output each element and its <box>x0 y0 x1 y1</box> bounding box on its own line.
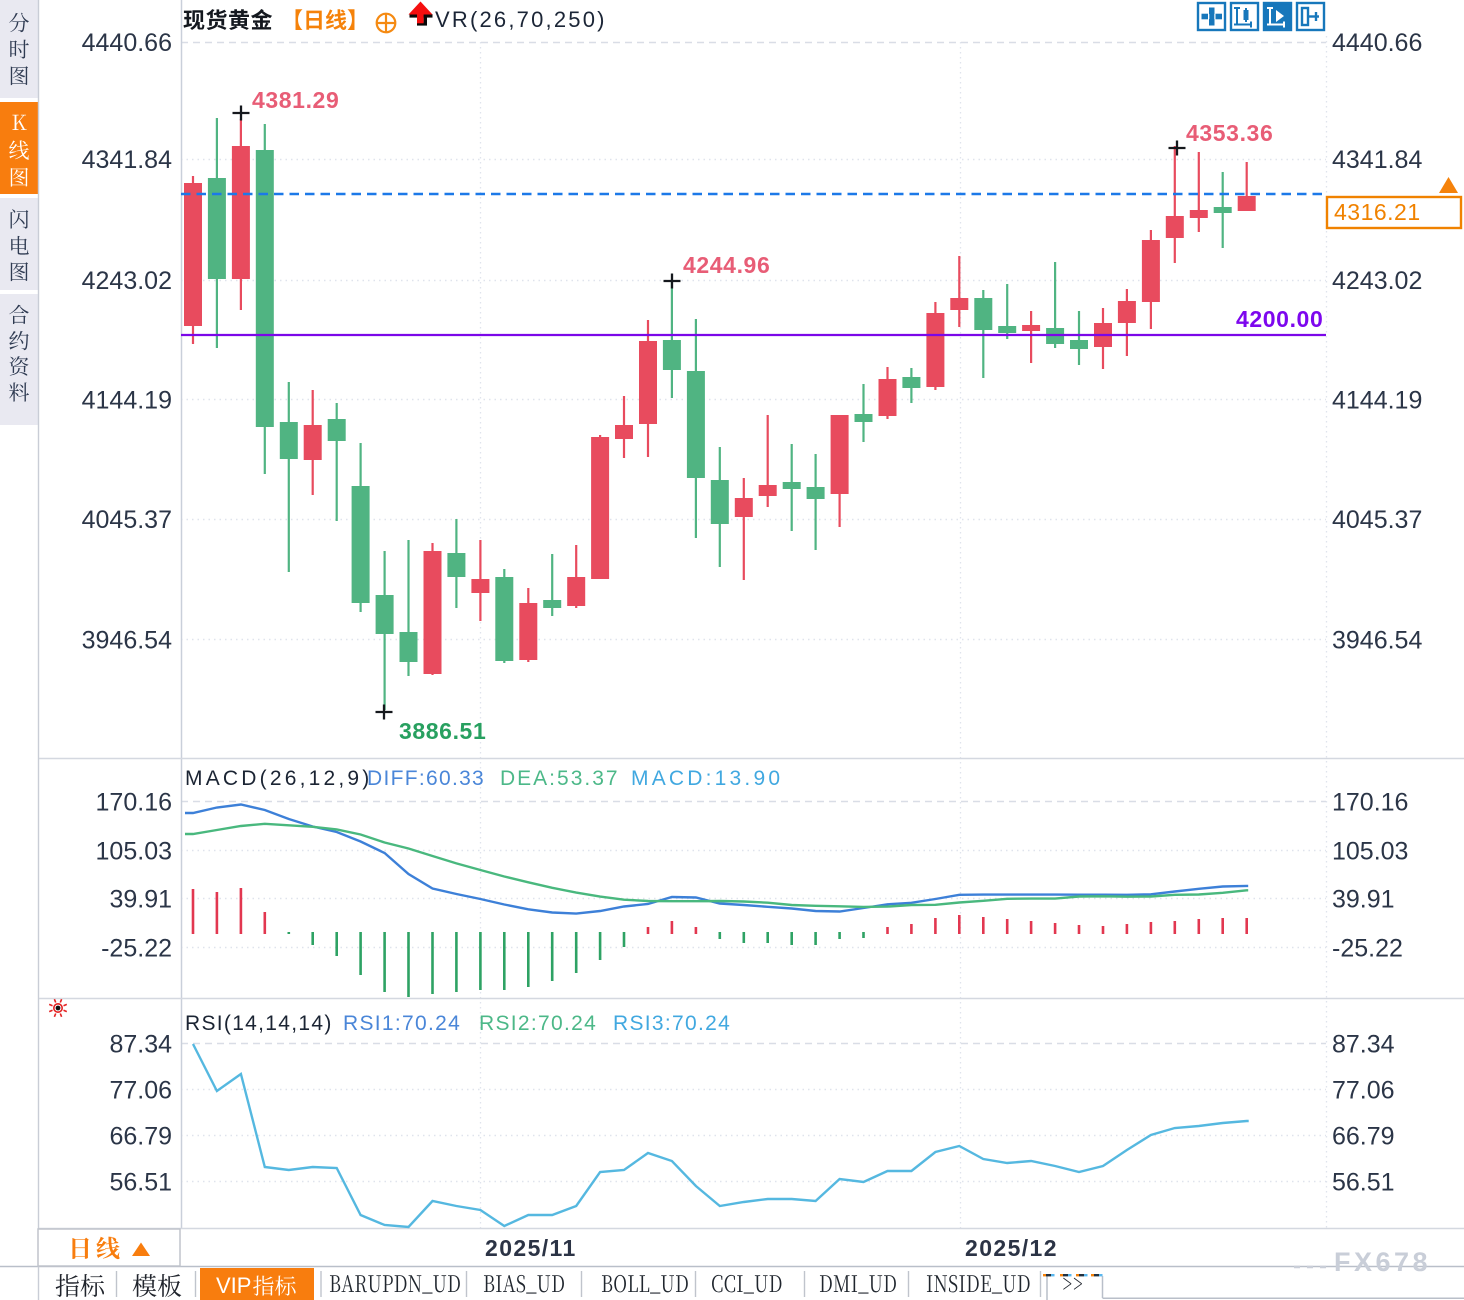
svg-text:MACD:13.90: MACD:13.90 <box>631 767 783 790</box>
svg-text:4244.96: 4244.96 <box>683 252 770 278</box>
svg-text:39.91: 39.91 <box>1332 886 1395 914</box>
svg-text:56.51: 56.51 <box>1332 1169 1395 1197</box>
svg-text:4045.37: 4045.37 <box>1332 506 1422 534</box>
svg-text:4200.00: 4200.00 <box>1236 306 1323 332</box>
svg-text:170.16: 170.16 <box>1332 789 1408 817</box>
svg-text:VIP: VIP <box>216 1273 251 1298</box>
svg-text:77.06: 77.06 <box>109 1077 172 1105</box>
svg-text:66.79: 66.79 <box>1332 1123 1395 1151</box>
svg-text:4144.19: 4144.19 <box>1332 387 1422 415</box>
svg-text:56.51: 56.51 <box>109 1169 172 1197</box>
svg-text:87.34: 87.34 <box>109 1031 172 1059</box>
svg-text:4341.84: 4341.84 <box>82 146 172 174</box>
svg-text:4353.36: 4353.36 <box>1186 120 1273 146</box>
svg-text:DEA:53.37: DEA:53.37 <box>500 767 620 790</box>
svg-text:RSI3:70.24: RSI3:70.24 <box>613 1012 731 1035</box>
svg-text:-25.22: -25.22 <box>1332 935 1403 963</box>
svg-text:VR(26,70,250): VR(26,70,250) <box>435 7 607 32</box>
svg-text:2025/12: 2025/12 <box>965 1235 1058 1261</box>
svg-text:-25.22: -25.22 <box>101 935 172 963</box>
svg-text:RSI1:70.24: RSI1:70.24 <box>343 1012 461 1035</box>
svg-text:3886.51: 3886.51 <box>399 718 486 744</box>
svg-text:4440.66: 4440.66 <box>1332 29 1422 57</box>
svg-text:4440.66: 4440.66 <box>82 29 172 57</box>
svg-text:3946.54: 3946.54 <box>82 627 172 655</box>
svg-text:4341.84: 4341.84 <box>1332 146 1422 174</box>
svg-text:MACD(26,12,9): MACD(26,12,9) <box>185 767 372 790</box>
svg-text:4243.02: 4243.02 <box>82 267 172 295</box>
svg-text:3946.54: 3946.54 <box>1332 627 1422 655</box>
svg-text:RSI2:70.24: RSI2:70.24 <box>479 1012 597 1035</box>
svg-text:105.03: 105.03 <box>96 838 172 866</box>
svg-text:4243.02: 4243.02 <box>1332 267 1422 295</box>
svg-text:4045.37: 4045.37 <box>82 506 172 534</box>
svg-text:87.34: 87.34 <box>1332 1031 1395 1059</box>
svg-text:66.79: 66.79 <box>109 1123 172 1151</box>
svg-text:39.91: 39.91 <box>109 886 172 914</box>
svg-text:4316.21: 4316.21 <box>1334 199 1421 225</box>
svg-text:105.03: 105.03 <box>1332 838 1408 866</box>
svg-text:FX678: FX678 <box>1334 1247 1431 1277</box>
svg-text:4381.29: 4381.29 <box>252 87 339 113</box>
svg-text:RSI(14,14,14): RSI(14,14,14) <box>185 1012 333 1035</box>
svg-text:DIFF:60.33: DIFF:60.33 <box>367 767 485 790</box>
svg-text:2025/11: 2025/11 <box>485 1235 577 1261</box>
svg-text:4144.19: 4144.19 <box>82 387 172 415</box>
svg-text:170.16: 170.16 <box>96 789 172 817</box>
svg-text:77.06: 77.06 <box>1332 1077 1395 1105</box>
